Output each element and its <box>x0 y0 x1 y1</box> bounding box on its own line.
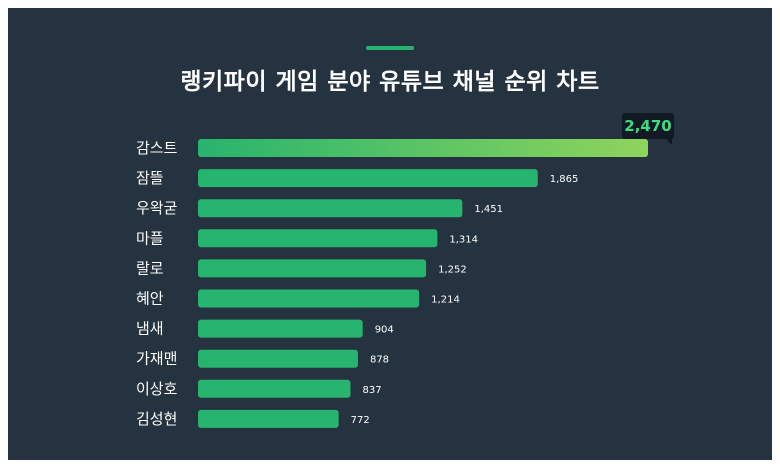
category-label: 잠뜰 <box>136 169 164 187</box>
category-label: 가재맨 <box>136 350 177 368</box>
bar <box>198 409 339 428</box>
bar <box>198 229 438 248</box>
category-label: 혜안 <box>136 290 164 308</box>
chart-panel: 랭키파이 게임 분야 유튜브 채널 순위 차트 감스트 2,470 잠뜰 1,865 우… <box>8 8 772 460</box>
data-label: 2,470 <box>624 117 671 135</box>
category-label: 이상호 <box>136 380 178 398</box>
data-label: 1,314 <box>449 234 478 245</box>
data-label: 837 <box>362 385 381 396</box>
bar <box>198 379 351 398</box>
data-label: 1,214 <box>431 295 460 306</box>
data-label: 772 <box>351 415 370 426</box>
data-label: 1,865 <box>550 174 579 185</box>
category-label: 마플 <box>136 229 164 247</box>
callout-pointer <box>666 139 672 145</box>
bar <box>198 199 463 218</box>
bar <box>198 349 358 368</box>
category-label: 냄새 <box>136 320 164 338</box>
category-label: 랄로 <box>136 259 164 277</box>
callout-box <box>622 113 674 139</box>
data-label: 904 <box>375 325 394 336</box>
category-label: 감스트 <box>136 139 178 157</box>
bar <box>198 139 648 157</box>
data-label: 878 <box>370 355 389 366</box>
bar <box>198 259 427 278</box>
top-value-callout: 2,470 <box>622 113 674 145</box>
bar <box>198 319 363 338</box>
category-label: 우왁굳 <box>136 199 178 217</box>
chart-title: 랭키파이 게임 분야 유튜브 채널 순위 차트 <box>180 69 600 95</box>
bar <box>198 289 420 308</box>
data-label: 1,252 <box>438 264 467 275</box>
bar <box>198 169 538 188</box>
title-accent-line <box>366 46 414 50</box>
data-label: 1,451 <box>474 204 503 215</box>
bar-chart: 감스트 2,470 잠뜰 1,865 우왁굳 1,451 마플 1,314 랄로 1,252 혜안 1… <box>136 113 674 428</box>
category-label: 김성현 <box>136 410 177 428</box>
